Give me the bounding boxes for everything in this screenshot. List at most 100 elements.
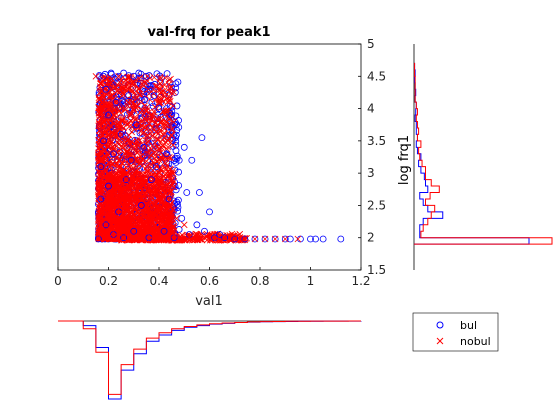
point-nobul — [220, 234, 228, 241]
point-nobul — [170, 178, 178, 185]
point-nobul — [271, 235, 279, 243]
point-nobul — [115, 73, 122, 80]
point-nobul — [158, 183, 166, 191]
point-nobul — [132, 234, 140, 241]
point-bul — [271, 235, 279, 243]
point-nobul — [153, 185, 160, 192]
point-nobul — [167, 138, 174, 146]
point-nobul — [100, 76, 107, 83]
point-nobul — [156, 75, 164, 83]
point-nobul — [133, 95, 140, 102]
point-nobul — [155, 196, 163, 203]
point-bul — [201, 227, 208, 235]
point-nobul — [157, 88, 165, 96]
x-tick-label: 1.2 — [351, 274, 370, 288]
point-nobul — [166, 171, 173, 179]
point-nobul — [133, 236, 140, 243]
point-nobul — [139, 174, 146, 182]
point-nobul — [150, 74, 158, 81]
point-nobul — [140, 201, 147, 209]
point-nobul — [96, 228, 104, 236]
point-nobul — [175, 234, 183, 241]
point-nobul — [117, 234, 125, 242]
point-nobul — [133, 232, 141, 239]
point-nobul — [147, 232, 155, 240]
point-nobul — [167, 97, 174, 105]
point-nobul — [121, 105, 128, 112]
point-bul — [172, 80, 180, 87]
x-tick-label: 0 — [54, 274, 62, 288]
point-bul — [102, 221, 110, 229]
point-nobul — [99, 155, 107, 163]
point-nobul — [96, 116, 103, 124]
scatter-points — [92, 69, 345, 244]
point-bul — [142, 72, 150, 80]
point-nobul — [141, 110, 148, 118]
point-nobul — [151, 209, 158, 216]
point-nobul — [164, 143, 172, 151]
point-nobul — [157, 220, 165, 227]
point-nobul — [127, 195, 135, 203]
point-nobul — [144, 187, 152, 194]
x-histogram — [58, 320, 362, 400]
point-nobul — [147, 211, 155, 218]
point-nobul — [96, 106, 104, 113]
point-bul — [120, 69, 128, 77]
point-nobul — [109, 161, 116, 168]
point-nobul — [105, 206, 112, 214]
point-nobul — [167, 215, 175, 222]
point-nobul — [156, 127, 163, 135]
point-nobul — [138, 156, 146, 164]
point-nobul — [166, 221, 173, 229]
point-nobul — [134, 85, 142, 92]
point-nobul — [97, 80, 104, 87]
point-nobul — [125, 160, 133, 168]
point-bul — [251, 235, 259, 243]
y-tick-label: 3 — [367, 166, 375, 180]
point-nobul — [115, 118, 123, 126]
point-nobul — [107, 93, 114, 101]
point-nobul — [173, 215, 180, 222]
point-nobul — [119, 83, 127, 91]
point-nobul — [161, 111, 168, 118]
point-bul — [97, 195, 105, 203]
point-bul — [319, 235, 327, 243]
point-bul — [153, 163, 160, 171]
point-nobul — [128, 210, 135, 217]
point-nobul — [144, 73, 151, 80]
point-nobul — [134, 224, 141, 232]
point-nobul — [261, 235, 269, 243]
point-nobul — [122, 206, 130, 214]
legend: bul nobul — [412, 312, 499, 352]
x-axis-label: val1 — [195, 294, 223, 309]
legend-label-nobul: nobul — [460, 335, 491, 348]
point-nobul — [117, 208, 125, 216]
point-nobul — [154, 235, 161, 243]
point-nobul — [156, 170, 163, 177]
point-nobul — [120, 234, 127, 241]
point-nobul — [160, 173, 168, 180]
point-nobul — [108, 232, 116, 240]
point-nobul — [117, 176, 125, 183]
point-nobul — [99, 98, 106, 105]
point-nobul — [138, 118, 145, 125]
point-bul — [180, 143, 188, 151]
point-nobul — [132, 76, 140, 83]
point-nobul — [166, 204, 174, 211]
x-tick-label: 0.2 — [99, 274, 118, 288]
point-nobul — [174, 237, 182, 244]
point-nobul — [197, 235, 205, 243]
point-nobul — [170, 89, 178, 96]
point-nobul — [133, 170, 141, 178]
point-nobul — [140, 142, 148, 149]
point-nobul — [152, 119, 160, 126]
point-nobul — [129, 221, 136, 228]
point-nobul — [107, 92, 115, 99]
point-bul — [174, 204, 182, 211]
point-nobul — [143, 163, 151, 171]
y-tick-label: 5 — [367, 37, 375, 51]
point-nobul — [138, 184, 145, 191]
point-bul — [115, 90, 123, 98]
point-nobul — [98, 130, 105, 137]
point-nobul — [119, 194, 126, 201]
